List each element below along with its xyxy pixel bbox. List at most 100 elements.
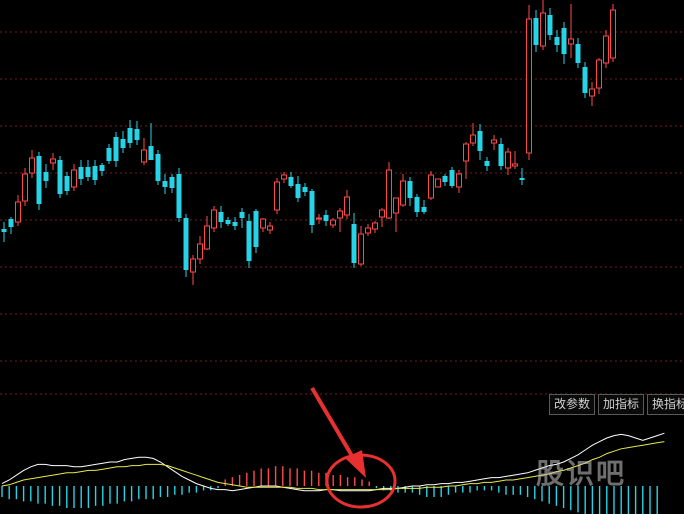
candle-body xyxy=(92,166,98,180)
candle-body xyxy=(288,177,294,186)
candle-body xyxy=(547,15,553,35)
candle-body xyxy=(120,139,126,148)
candle-body xyxy=(393,197,399,214)
candle-body xyxy=(582,67,588,93)
candle-body xyxy=(57,160,63,194)
candle-body xyxy=(225,220,231,224)
candle-body xyxy=(106,148,112,161)
candle-body xyxy=(477,131,483,151)
candle-body xyxy=(246,221,252,261)
candle-body xyxy=(449,170,455,186)
candle-body xyxy=(442,176,448,182)
candle-body xyxy=(274,181,280,211)
candle-body xyxy=(169,177,175,188)
annotation-layer xyxy=(310,386,397,509)
candle-body xyxy=(218,212,224,222)
candle-body xyxy=(197,243,203,260)
candle-body xyxy=(421,207,427,212)
candle-body xyxy=(8,219,14,227)
candle-body xyxy=(239,212,245,218)
candle-body xyxy=(484,161,490,166)
candle-body xyxy=(99,165,105,171)
candlestick-series xyxy=(1,0,616,285)
candle-body xyxy=(190,258,196,273)
candle-body xyxy=(64,176,70,191)
candle-body xyxy=(183,218,189,270)
candle-body xyxy=(505,151,511,169)
candle-body xyxy=(428,174,434,199)
candle-body xyxy=(15,201,21,223)
candle-body xyxy=(603,35,609,64)
candle-body xyxy=(463,143,469,162)
candle-body xyxy=(260,218,266,229)
candle-body xyxy=(330,219,336,226)
candle-body xyxy=(302,187,308,192)
candle-body xyxy=(43,172,49,181)
candle-body xyxy=(379,209,385,218)
candle-body xyxy=(575,44,581,63)
candle-body xyxy=(155,154,161,181)
candle-body xyxy=(211,209,217,229)
candle-body xyxy=(316,217,322,220)
candle-body xyxy=(407,181,413,198)
modify-params-button[interactable]: 改参数 xyxy=(549,394,596,415)
candle-body xyxy=(253,211,259,247)
candle-body xyxy=(295,184,301,198)
candle-body xyxy=(344,196,350,216)
candle-body xyxy=(337,210,343,219)
candle-body xyxy=(141,149,147,163)
dea-line xyxy=(1,441,665,491)
candle-body xyxy=(365,227,371,234)
candle-body xyxy=(554,37,560,45)
annotation-arrowhead xyxy=(345,450,366,478)
candle-body xyxy=(414,197,420,212)
candle-body xyxy=(29,157,35,174)
candle-body xyxy=(386,169,392,219)
candle-body xyxy=(372,222,378,230)
candle-body xyxy=(491,139,497,144)
candle-body xyxy=(162,181,168,187)
candle-body xyxy=(596,59,602,89)
candle-body xyxy=(232,222,238,226)
candle-body xyxy=(400,180,406,206)
candle-body xyxy=(50,158,56,164)
candle-body xyxy=(85,167,91,177)
annotation-arrow xyxy=(310,386,357,463)
candle-body xyxy=(204,225,210,250)
candle-body xyxy=(1,229,7,232)
switch-indicator-button[interactable]: 换指标 xyxy=(647,394,684,415)
price-gridlines xyxy=(0,31,684,395)
candle-body xyxy=(561,28,567,54)
candle-body xyxy=(533,18,539,45)
candle-body xyxy=(113,137,119,161)
candle-body xyxy=(470,134,476,144)
add-indicator-button[interactable]: 加指标 xyxy=(598,394,645,415)
candle-body xyxy=(309,191,315,225)
candle-body xyxy=(498,144,504,166)
candle-body xyxy=(351,224,357,263)
candle-body xyxy=(134,129,140,140)
watermark-logo: 股识吧 xyxy=(536,457,627,490)
candle-body xyxy=(456,173,462,188)
candle-body xyxy=(71,169,77,188)
candle-body xyxy=(435,178,441,188)
macd-lines xyxy=(1,432,665,492)
candle-body xyxy=(127,128,133,143)
candle-body xyxy=(22,173,28,202)
candle-body xyxy=(78,167,84,179)
candle-body xyxy=(540,12,546,47)
candle-body xyxy=(512,163,518,167)
candle-body xyxy=(358,233,364,265)
indicator-toolbar: 改参数 加指标 换指标 xyxy=(549,394,684,415)
candle-body xyxy=(568,38,574,45)
candle-body xyxy=(589,88,595,97)
candle-body xyxy=(176,174,182,218)
candle-body xyxy=(526,18,532,154)
candle-body xyxy=(267,225,273,231)
candle-body xyxy=(610,9,616,59)
candle-body xyxy=(323,215,329,221)
candle-body xyxy=(281,174,287,180)
candle-body xyxy=(148,146,154,160)
